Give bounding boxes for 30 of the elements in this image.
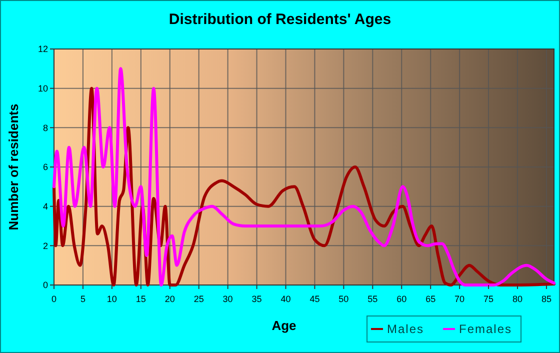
y-axis-title: Number of residents [6, 104, 21, 230]
x-tick-label: 5 [80, 294, 86, 304]
x-tick-label: 40 [280, 294, 291, 304]
x-tick-label: 45 [310, 294, 320, 304]
x-tick-label: 35 [252, 294, 262, 304]
legend-label: Males [387, 322, 424, 336]
x-tick-label: 10 [106, 294, 117, 304]
y-tick-label: 8 [42, 122, 48, 133]
y-tick-label: 12 [38, 44, 48, 54]
x-tick-label: 50 [338, 294, 349, 304]
y-tick-label: 6 [42, 162, 48, 172]
x-tick-label: 75 [484, 294, 494, 304]
chart-title: Distribution of Residents' Ages [168, 11, 392, 28]
x-tick-label: 70 [454, 294, 465, 304]
x-tick-label: 30 [222, 294, 233, 304]
legend-label: Females [459, 322, 512, 336]
x-tick-label: 85 [541, 294, 552, 304]
x-axis-title: Age [272, 318, 296, 333]
x-tick-label: 25 [194, 294, 204, 304]
y-tick-label: 4 [42, 201, 48, 212]
y-tick-label: 2 [42, 240, 48, 251]
x-tick-label: 55 [368, 294, 378, 304]
x-tick-label: 80 [512, 294, 523, 304]
y-tick-label: 0 [42, 280, 48, 290]
x-tick-label: 0 [51, 294, 57, 304]
x-tick-label: 60 [396, 294, 407, 304]
x-tick-label: 65 [426, 294, 436, 304]
x-tick-label: 20 [164, 294, 175, 304]
y-tick-label: 10 [38, 83, 48, 94]
x-tick-label: 15 [136, 294, 146, 304]
